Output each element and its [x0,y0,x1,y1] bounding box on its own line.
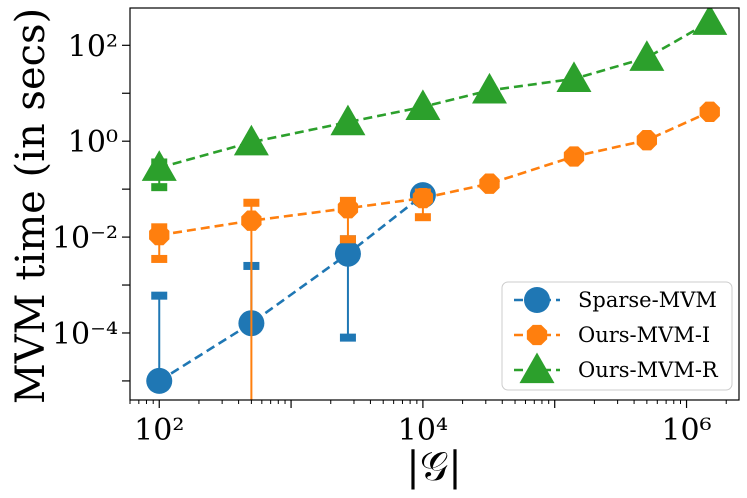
x-tick-label: 10² [134,413,184,448]
plot-frame [129,7,740,401]
legend-label: Ours-MVM-I [578,323,710,347]
series-ours-mvm-r [141,8,728,192]
legend-label: Ours-MVM-R [578,358,719,382]
series-ours-mvm-i [149,101,720,400]
data-point [405,89,441,120]
error-cap-low [339,235,356,244]
legend: Sparse-MVM Ours-MVM-I Ours-MVM-R [501,281,733,391]
error-cap-high [243,198,260,207]
data-point [479,173,500,194]
y-axis-label: MVM time (in secs) [8,8,54,404]
legend-label: Sparse-MVM [578,288,717,312]
x-axis: 10² 10⁴ 10⁶ [129,400,727,448]
y-tick-label: 10⁰ [68,125,118,160]
data-point [699,101,720,122]
y-tick-label: 10⁻⁴ [52,317,118,352]
data-point [563,146,585,167]
data-point [146,367,173,394]
data-point [334,240,361,267]
error-cap-low [151,183,168,192]
data-point [330,104,366,136]
legend-marker [519,352,555,384]
series-layer [141,8,728,400]
legend-marker [524,287,550,313]
error-cap-low [414,213,431,222]
legend-box [501,281,733,391]
y-tick-label: 10⁻² [52,221,118,256]
data-point [337,198,359,219]
data-point [471,72,507,104]
x-tick-label: 10⁶ [661,413,711,448]
data-point [141,150,177,181]
series-line [158,20,711,169]
data-point [233,124,269,156]
error-cap-low [151,254,168,263]
data-point [636,130,658,151]
error-cap-high [151,291,168,300]
data-point [629,40,665,71]
data-point [241,210,262,231]
x-tick-label: 10⁴ [398,413,448,448]
data-point [556,61,592,92]
series-sparse-mvm [146,182,436,394]
data-point [692,8,728,35]
y-axis: 10⁻⁴ 10⁻² 10⁰ 10² [52,29,130,382]
data-point [412,187,434,209]
data-point [149,224,170,246]
series-line [159,110,711,237]
legend-marker [526,324,548,346]
x-axis-label: |𝒢| [406,444,461,490]
series-line [158,194,424,383]
y-tick-label: 10² [68,29,118,64]
error-cap-low [339,333,356,342]
